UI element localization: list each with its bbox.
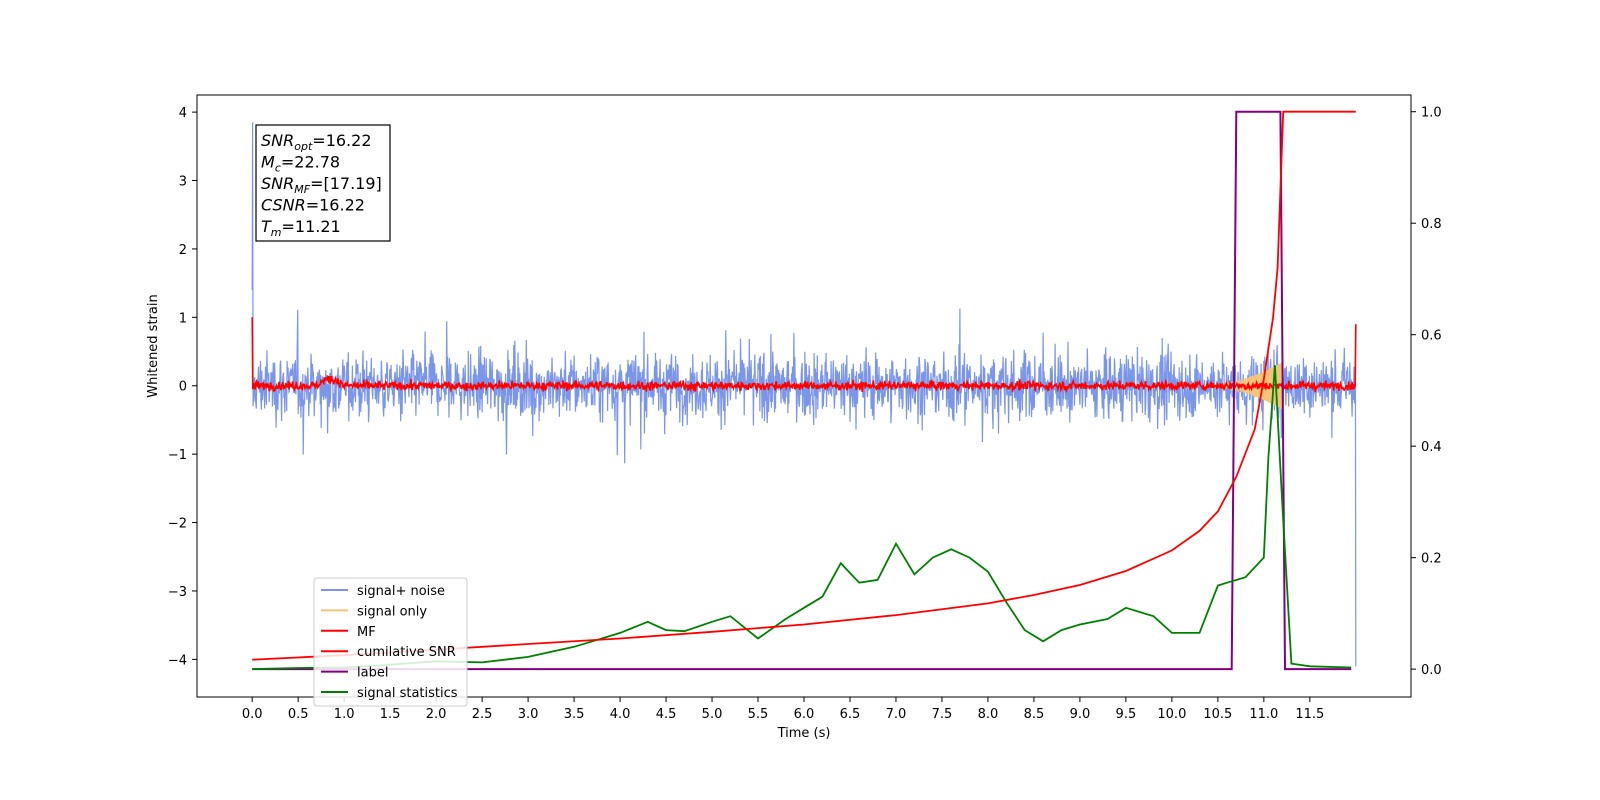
x-tick-label: 3.5 <box>564 707 585 722</box>
y2-tick-label: 0.0 <box>1421 663 1442 678</box>
x-tick-label: 11.5 <box>1295 707 1324 722</box>
x-tick-label: 2.0 <box>426 707 447 722</box>
annotation-line: SNRopt=16.22 <box>261 131 372 153</box>
annotation-frame <box>255 124 391 242</box>
x-axis-label: Time (s) <box>777 726 831 741</box>
x-tick-label: 8.5 <box>1024 707 1045 722</box>
legend: signal+ noise signal only MF cumilative SNR… <box>313 577 468 707</box>
annotation-line: SNRMF=[17.19] <box>261 174 382 196</box>
x-tick-label: 4.5 <box>656 707 677 722</box>
x-tick-label: 6.5 <box>840 707 861 722</box>
y-tick-label: 0 <box>179 380 187 395</box>
plot-area <box>251 110 1357 671</box>
y-tick-label: −2 <box>168 517 187 532</box>
y2-tick-label: 0.6 <box>1421 329 1442 344</box>
legend-label: MF <box>357 625 376 640</box>
x-tick-label: 11.0 <box>1249 707 1278 722</box>
series-cumulative-snr <box>252 110 1356 661</box>
x-tick-label: 7.0 <box>886 707 907 722</box>
x-tick-label: 5.5 <box>748 707 769 722</box>
y-axis-left: 4 3 2 1 0 −1 −2 −3 −4 <box>168 106 197 668</box>
legend-label: cumilative SNR <box>357 645 456 660</box>
series-label <box>252 110 1352 671</box>
series-signal-noise <box>251 122 1357 667</box>
legend-label: signal statistics <box>357 686 458 701</box>
annotation-line: CSNR=16.22 <box>261 196 365 215</box>
annotation-line: Mc=22.78 <box>261 153 340 175</box>
legend-label: label <box>357 666 388 681</box>
x-tick-label: 0.5 <box>288 707 309 722</box>
y-tick-label: 3 <box>179 175 187 190</box>
y-tick-label: −1 <box>168 448 187 463</box>
y2-tick-label: 1.0 <box>1421 106 1442 121</box>
x-tick-label: 1.5 <box>380 707 401 722</box>
x-tick-label: 9.5 <box>1116 707 1137 722</box>
x-tick-label: 3.0 <box>518 707 539 722</box>
legend-label: signal only <box>357 604 427 619</box>
series-signal-statistics <box>252 365 1352 670</box>
x-tick-label: 9.0 <box>1070 707 1091 722</box>
y2-tick-label: 0.2 <box>1421 552 1442 567</box>
series-mf <box>251 317 1357 394</box>
x-tick-label: 4.0 <box>610 707 631 722</box>
y2-tick-label: 0.4 <box>1421 440 1442 455</box>
x-axis: 0.0 0.5 1.0 1.5 2.0 2.5 3.0 3.5 4.0 4.5 5.0 5.5 6.0 6… <box>242 697 1324 722</box>
y-tick-label: 2 <box>179 243 187 258</box>
y-tick-label: −3 <box>168 585 187 600</box>
y2-tick-label: 0.8 <box>1421 217 1442 232</box>
x-tick-label: 2.5 <box>472 707 493 722</box>
legend-label: signal+ noise <box>357 584 445 599</box>
y-axis-label: Whitened strain <box>146 294 161 397</box>
x-tick-label: 10.5 <box>1203 707 1232 722</box>
y-tick-label: 4 <box>179 106 187 121</box>
x-tick-label: 1.0 <box>334 707 355 722</box>
x-tick-label: 7.5 <box>932 707 953 722</box>
legend-frame <box>313 577 468 707</box>
y-tick-label: −4 <box>168 653 187 668</box>
x-tick-label: 10.0 <box>1157 707 1186 722</box>
y-tick-label: 1 <box>179 311 187 326</box>
annotation-box: SNRopt=16.22Mc=22.78SNRMF=[17.19]CSNR=16… <box>255 124 391 242</box>
x-tick-label: 0.0 <box>242 707 263 722</box>
x-tick-label: 6.0 <box>794 707 815 722</box>
x-tick-label: 5.0 <box>702 707 723 722</box>
annotation-line: Tm=11.21 <box>261 217 341 239</box>
x-tick-label: 8.0 <box>978 707 999 722</box>
y-axis-right: 1.0 0.8 0.6 0.4 0.2 0.0 <box>1411 106 1442 678</box>
